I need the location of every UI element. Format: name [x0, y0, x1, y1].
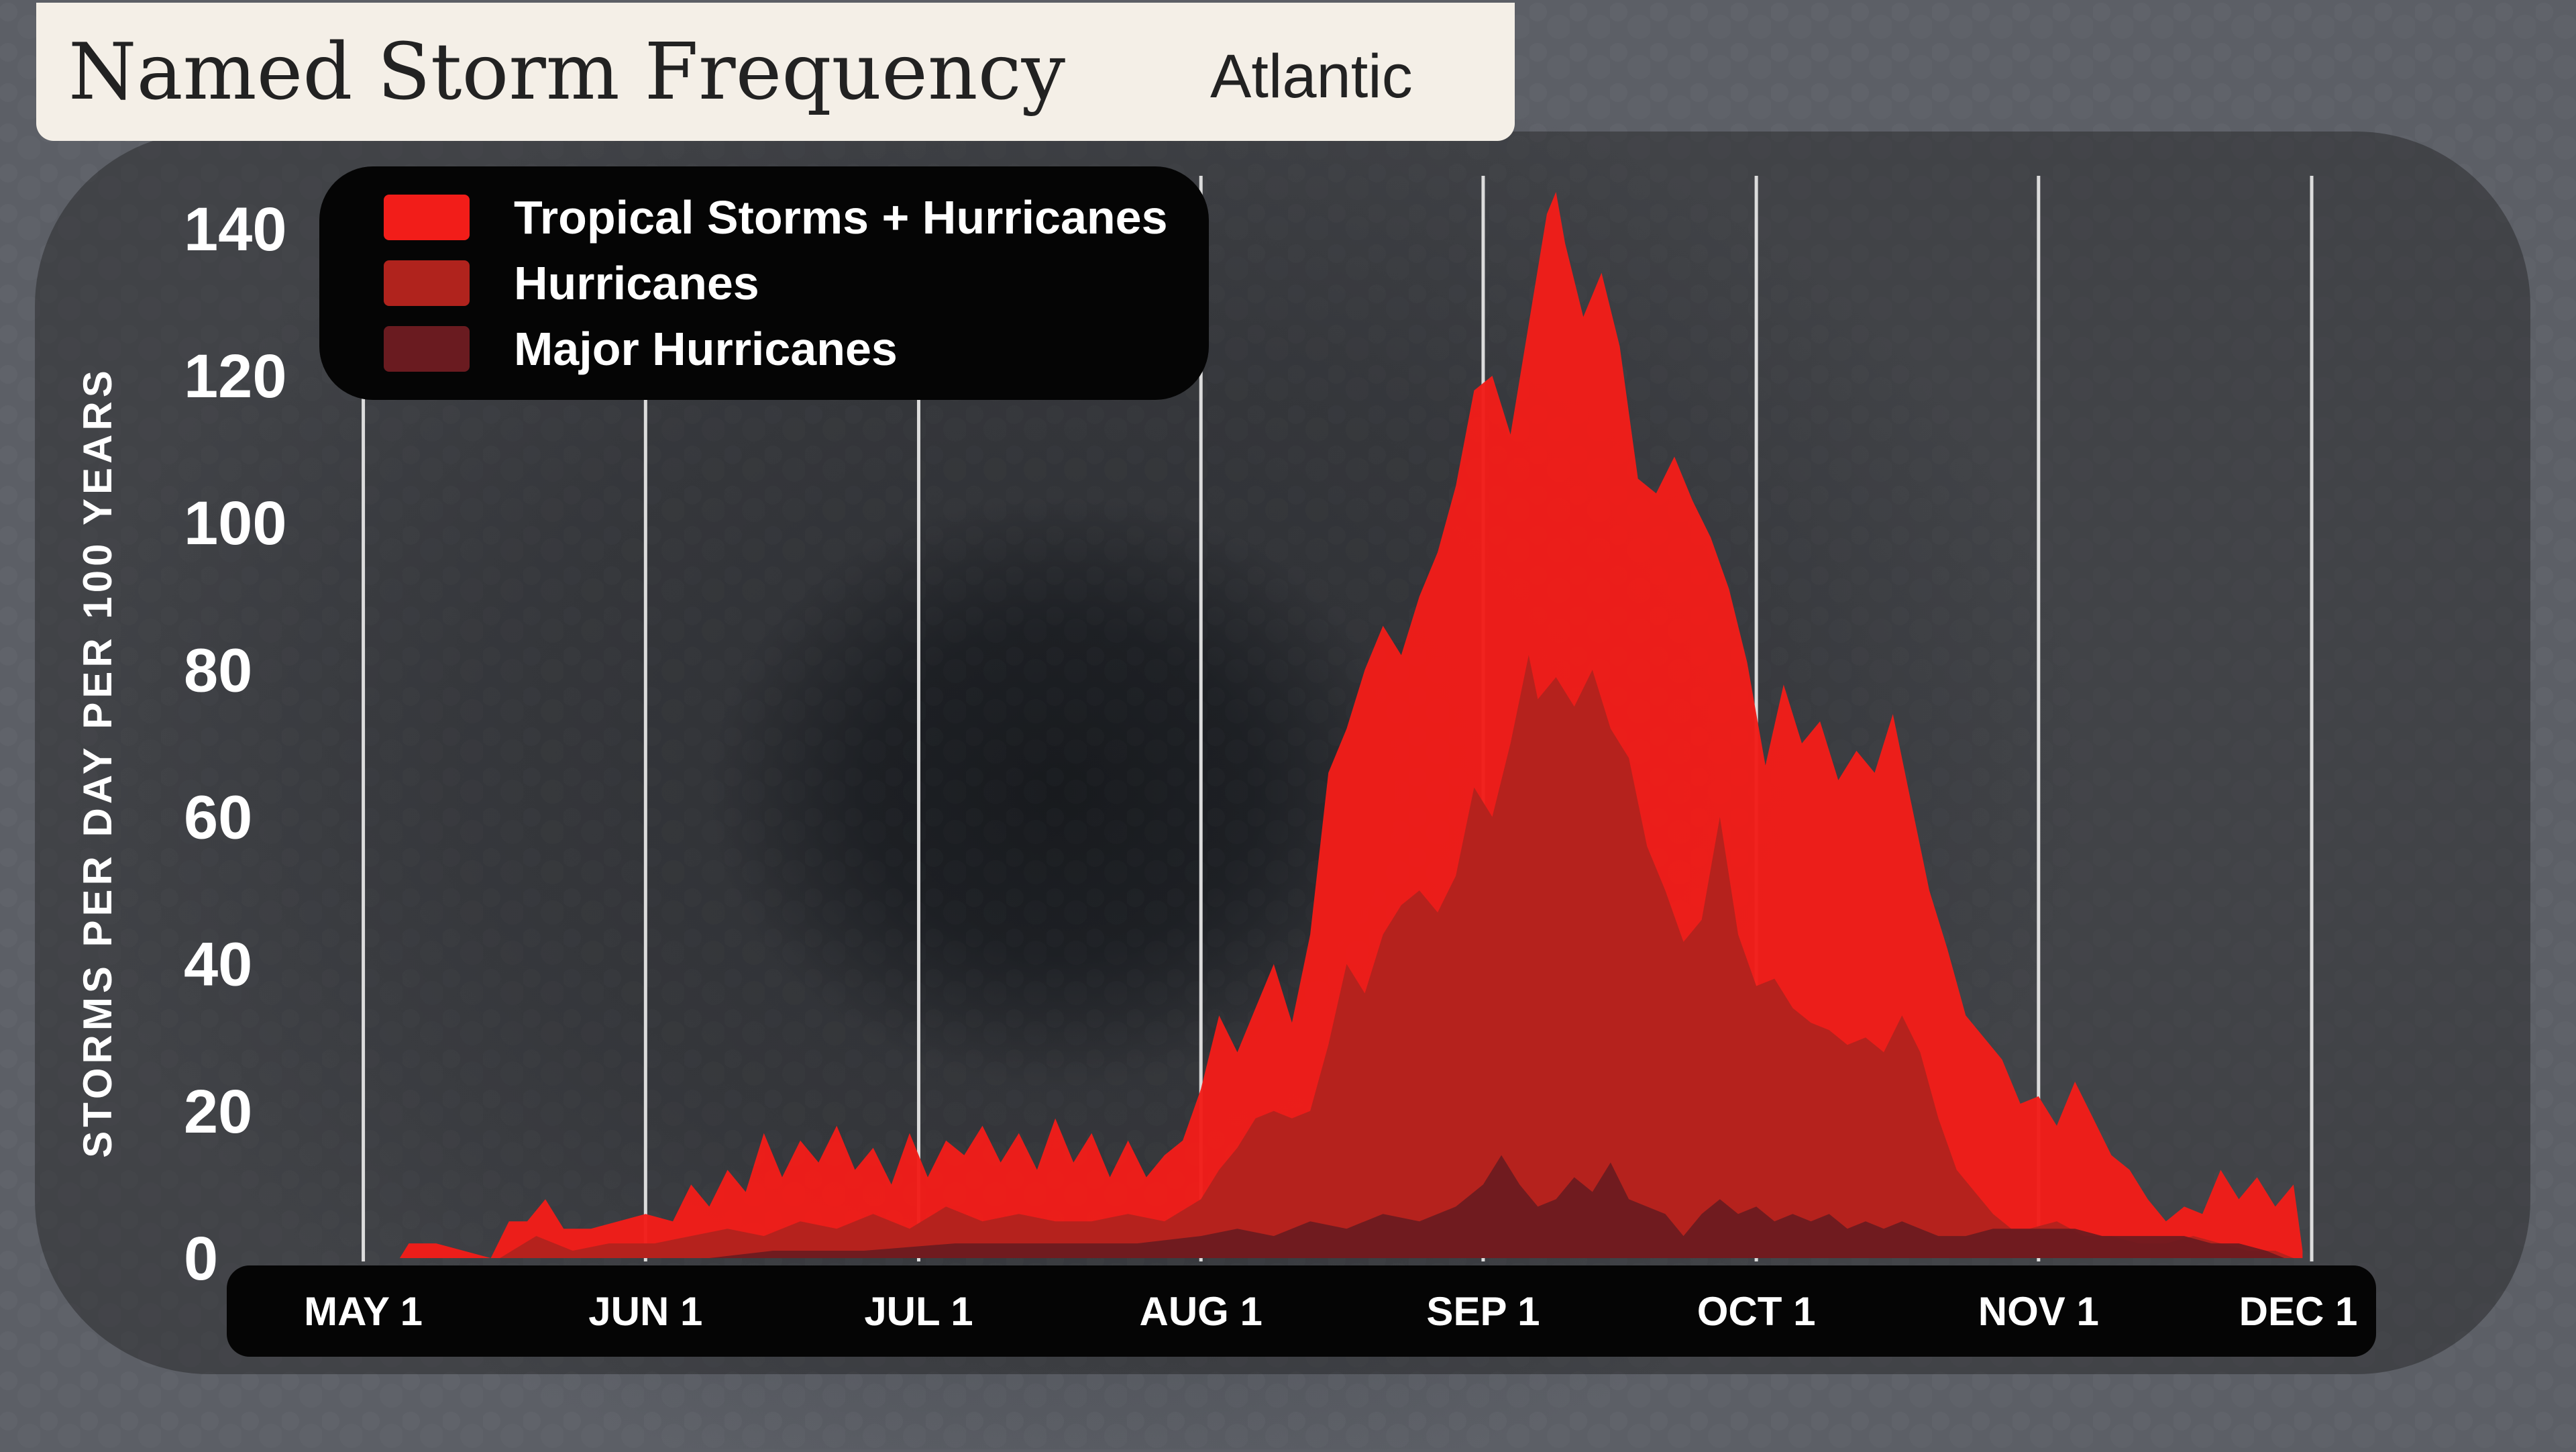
- page-title: Named Storm Frequency: [68, 27, 1066, 117]
- y-tick-label-80: 80: [184, 636, 252, 705]
- legend-swatch-tropical-storms-hurricanes: [384, 195, 470, 240]
- region-label: Atlantic: [1210, 42, 1413, 111]
- area-series: [399, 192, 2303, 1258]
- x-tick-label-aug-1: AUG 1: [1140, 1289, 1263, 1334]
- legend-swatch-hurricanes: [384, 260, 470, 306]
- y-tick-label-20: 20: [184, 1078, 252, 1146]
- legend-label-tropical-storms-hurricanes: Tropical Storms + Hurricanes: [514, 191, 1168, 244]
- series-area-tropical-storms-hurricanes: [399, 192, 2303, 1258]
- x-tick-label-dec-1: DEC 1: [2239, 1289, 2358, 1334]
- y-axis-title: STORMS PER DAY PER 100 YEARS: [75, 366, 120, 1158]
- y-tick-label-140: 140: [184, 195, 287, 264]
- y-axis: 0 20 40 60 80 100 120 140: [184, 195, 287, 1293]
- x-tick-label-may-1: MAY 1: [304, 1289, 423, 1334]
- y-tick-label-120: 120: [184, 342, 287, 411]
- x-axis-band: [227, 1265, 2376, 1357]
- x-tick-label-jul-1: JUL 1: [864, 1289, 973, 1334]
- legend-box: [319, 166, 1209, 400]
- x-tick-label-sep-1: SEP 1: [1426, 1289, 1540, 1334]
- x-axis: MAY 1 JUN 1 JUL 1 AUG 1 SEP 1 OCT 1 NOV 1 DEC 1: [304, 1289, 2357, 1334]
- series-area-major-hurricanes: [709, 1155, 2285, 1258]
- x-tick-label-nov-1: NOV 1: [1978, 1289, 2099, 1334]
- y-tick-label-0: 0: [184, 1225, 218, 1293]
- y-tick-label-60: 60: [184, 783, 252, 851]
- x-tick-label-oct-1: OCT 1: [1697, 1289, 1816, 1334]
- y-tick-label-100: 100: [184, 489, 287, 558]
- legend-swatch-major-hurricanes: [384, 326, 470, 372]
- title-banner: Named Storm Frequency Atlantic: [36, 3, 1515, 141]
- y-tick-label-40: 40: [184, 931, 252, 999]
- series-area-hurricanes: [500, 655, 2294, 1258]
- x-tick-label-jun-1: JUN 1: [588, 1289, 702, 1334]
- legend: Tropical Storms + Hurricanes Hurricanes Ma…: [319, 166, 1209, 400]
- legend-label-major-hurricanes: Major Hurricanes: [514, 323, 898, 375]
- legend-label-hurricanes: Hurricanes: [514, 257, 759, 309]
